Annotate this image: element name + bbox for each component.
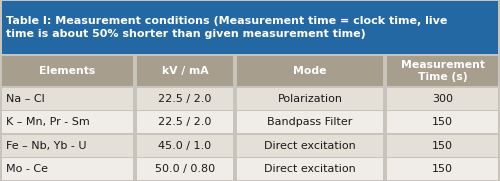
Text: Na – Cl: Na – Cl	[6, 94, 45, 104]
Bar	[387, 111, 498, 133]
Bar	[237, 111, 383, 133]
Text: K – Mn, Pr - Sm: K – Mn, Pr - Sm	[6, 117, 90, 127]
Bar	[137, 111, 233, 133]
Bar	[387, 158, 498, 180]
Text: 45.0 / 1.0: 45.0 / 1.0	[158, 141, 212, 151]
Bar	[2, 1, 498, 54]
Text: Mo - Ce: Mo - Ce	[6, 164, 48, 174]
Text: Direct excitation: Direct excitation	[264, 164, 356, 174]
Text: 22.5 / 2.0: 22.5 / 2.0	[158, 94, 212, 104]
Bar	[387, 88, 498, 110]
Text: Mode: Mode	[293, 66, 327, 76]
Bar	[237, 56, 383, 86]
Bar	[2, 111, 133, 133]
Text: 150: 150	[432, 117, 453, 127]
Bar	[2, 135, 133, 157]
Text: 150: 150	[432, 164, 453, 174]
Text: 150: 150	[432, 141, 453, 151]
Text: Bandpass Filter: Bandpass Filter	[268, 117, 352, 127]
Text: kV / mA: kV / mA	[162, 66, 208, 76]
Text: Elements: Elements	[40, 66, 96, 76]
Bar	[2, 158, 133, 180]
Text: 22.5 / 2.0: 22.5 / 2.0	[158, 117, 212, 127]
Bar	[387, 56, 498, 86]
Bar	[137, 158, 233, 180]
Bar	[237, 88, 383, 110]
Bar	[137, 88, 233, 110]
Bar	[237, 158, 383, 180]
Text: 300: 300	[432, 94, 453, 104]
Text: Table I: Measurement conditions (Measurement time = clock time, live
time is abo: Table I: Measurement conditions (Measure…	[6, 16, 448, 39]
Bar	[137, 56, 233, 86]
Bar	[237, 135, 383, 157]
Bar	[2, 56, 133, 86]
Text: Measurement
Time (s): Measurement Time (s)	[400, 60, 484, 82]
Bar	[137, 135, 233, 157]
Bar	[2, 88, 133, 110]
Text: 50.0 / 0.80: 50.0 / 0.80	[155, 164, 215, 174]
Text: Direct excitation: Direct excitation	[264, 141, 356, 151]
Bar	[387, 135, 498, 157]
Text: Polarization: Polarization	[278, 94, 342, 104]
Text: Fe – Nb, Yb - U: Fe – Nb, Yb - U	[6, 141, 86, 151]
